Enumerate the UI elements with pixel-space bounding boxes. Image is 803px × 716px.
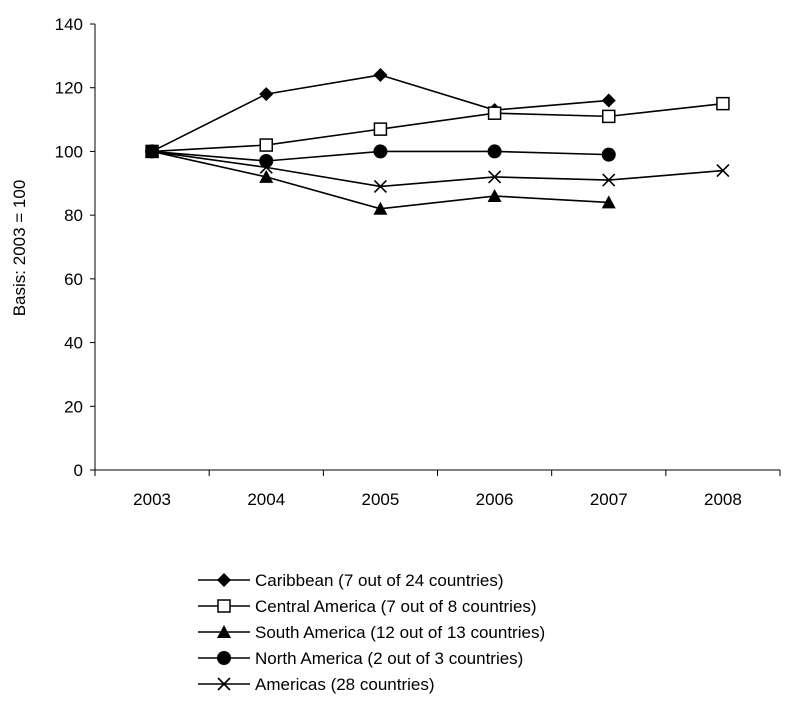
y-tick-label: 100	[55, 142, 83, 161]
data-point	[602, 109, 616, 124]
series-line	[151, 150, 609, 210]
data-point	[487, 189, 502, 203]
legend-label: Caribbean (7 out of 24 countries)	[255, 571, 504, 590]
data-point	[259, 169, 274, 183]
data-point	[259, 160, 273, 174]
legend-marker	[217, 573, 231, 587]
series-layer	[145, 67, 730, 215]
data-point	[601, 147, 616, 162]
legend-item: South America (12 out of 13 countries)	[198, 623, 545, 642]
y-tick-label: 140	[55, 15, 83, 34]
legend-item: Americas (28 countries)	[198, 675, 435, 694]
data-point	[373, 179, 387, 194]
data-point	[373, 201, 388, 215]
series-line	[151, 74, 609, 153]
series-line	[151, 150, 723, 188]
x-marker-stroke	[259, 160, 273, 174]
legend: Caribbean (7 out of 24 countries) Central…	[198, 571, 545, 694]
x-tick-label: 2006	[476, 490, 514, 509]
data-point	[716, 163, 730, 178]
y-tick-label: 20	[64, 397, 83, 416]
data-point	[373, 122, 388, 136]
legend-marker	[217, 625, 231, 638]
y-axis-label: Basis: 2003 = 100	[10, 180, 29, 317]
y-tick-label: 80	[64, 206, 83, 225]
data-point	[602, 173, 616, 187]
series-5	[145, 144, 730, 194]
data-point	[601, 195, 616, 209]
x-marker-stroke	[488, 170, 502, 184]
axes: 0 20 40 60 80 100 120 140 2003 2004 2005 2006 2007 20…	[55, 15, 781, 509]
data-point	[601, 93, 616, 108]
data-point	[487, 106, 502, 120]
series-line	[152, 102, 724, 153]
x-marker-stroke	[716, 163, 730, 178]
y-tick-label: 40	[64, 334, 83, 353]
y-tick-label: 120	[55, 79, 83, 98]
x-tick-label: 2003	[133, 490, 171, 509]
x-tick-label: 2005	[362, 490, 400, 509]
data-point	[373, 144, 388, 159]
x-tick-label: 2007	[590, 490, 628, 509]
data-point	[716, 96, 730, 111]
x-tick-label: 2004	[247, 490, 285, 509]
legend-label: Central America (7 out of 8 countries)	[255, 597, 537, 616]
legend-label: South America (12 out of 13 countries)	[255, 623, 545, 642]
x-marker-stroke	[373, 179, 387, 194]
legend-marker	[217, 651, 231, 665]
x-marker-stroke	[217, 677, 231, 691]
legend-marker	[217, 599, 231, 613]
data-point	[487, 144, 502, 159]
data-point	[488, 170, 502, 184]
legend-marker	[217, 677, 231, 691]
data-point	[259, 138, 273, 152]
legend-label: North America (2 out of 3 countries)	[255, 649, 523, 668]
x-marker-stroke	[602, 173, 616, 187]
x-tick-label: 2008	[704, 490, 742, 509]
y-tick-label: 60	[64, 270, 83, 289]
legend-item: North America (2 out of 3 countries)	[198, 649, 523, 668]
data-point	[373, 67, 388, 82]
legend-item: Central America (7 out of 8 countries)	[198, 597, 537, 616]
legend-label: Americas (28 countries)	[255, 675, 435, 694]
x-marker-stroke	[145, 144, 159, 158]
legend-item: Caribbean (7 out of 24 countries)	[198, 571, 504, 590]
series-2	[145, 96, 730, 159]
data-point	[259, 87, 274, 102]
data-point	[145, 144, 159, 158]
y-tick-label: 0	[74, 461, 83, 480]
